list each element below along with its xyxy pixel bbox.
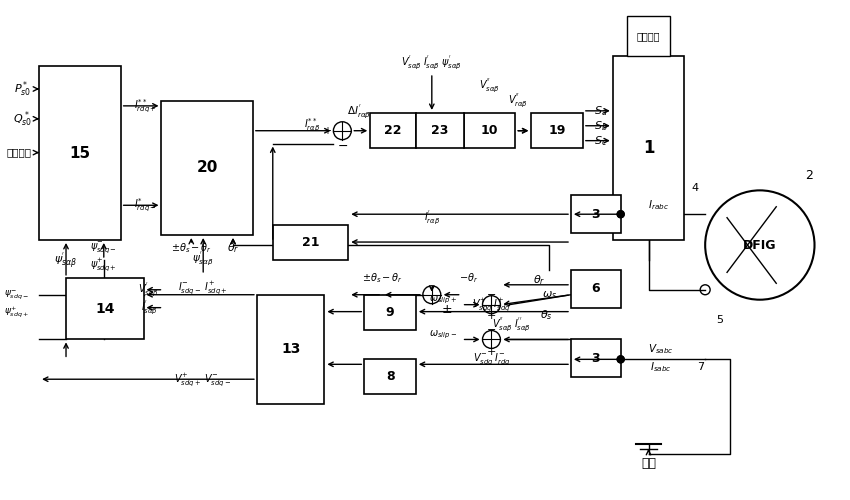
- Text: $V_{sabc}$: $V_{sabc}$: [648, 342, 673, 356]
- Text: 8: 8: [386, 370, 394, 383]
- Text: 3: 3: [592, 208, 600, 220]
- Text: $I_{rdq+}^{**}$: $I_{rdq+}^{**}$: [134, 97, 156, 114]
- Text: $V_{sdq}^{-}\;I_{rdq}^{-}$: $V_{sdq}^{-}\;I_{rdq}^{-}$: [473, 352, 510, 367]
- Text: $V_{s\alpha\beta}^{''}\;I_{s\alpha\beta}^{''}$: $V_{s\alpha\beta}^{''}\;I_{s\alpha\beta}…: [492, 316, 531, 334]
- Text: $I_{sdq-}^{-}\;I_{sdq+}^{+}$: $I_{sdq-}^{-}\;I_{sdq+}^{+}$: [178, 280, 228, 296]
- Text: 14: 14: [95, 302, 115, 316]
- Bar: [571, 196, 620, 233]
- Text: $Q_{s0}^*$: $Q_{s0}^*$: [13, 109, 32, 128]
- Text: 15: 15: [70, 146, 90, 160]
- Text: $I_{r\alpha\beta}^{'}$: $I_{r\alpha\beta}^{'}$: [423, 209, 440, 228]
- Bar: [531, 113, 583, 148]
- Text: $+$: $+$: [486, 310, 496, 321]
- Bar: [416, 113, 463, 148]
- Text: 3: 3: [592, 352, 600, 365]
- Text: 控制目标: 控制目标: [7, 148, 31, 158]
- Bar: [66, 278, 144, 340]
- Text: 13: 13: [281, 342, 300, 356]
- Circle shape: [617, 356, 624, 363]
- Text: $V_{s\alpha\beta}^{'}$: $V_{s\alpha\beta}^{'}$: [138, 280, 158, 299]
- Text: $V_{sdq+}^{+}\;V_{sdq-}^{-}$: $V_{sdq+}^{+}\;V_{sdq-}^{-}$: [174, 371, 232, 388]
- Text: 10: 10: [481, 124, 498, 136]
- Text: $\theta_r$: $\theta_r$: [533, 273, 546, 286]
- Text: 20: 20: [196, 160, 218, 176]
- Text: 21: 21: [302, 236, 320, 249]
- Text: 23: 23: [431, 124, 449, 136]
- Text: 9: 9: [386, 306, 394, 318]
- Text: $-$: $-$: [486, 322, 496, 332]
- Text: $S_b$: $S_b$: [594, 119, 608, 132]
- Bar: [257, 294, 325, 404]
- Text: DFIG: DFIG: [743, 238, 777, 252]
- Text: $+$: $+$: [486, 346, 496, 357]
- Bar: [613, 56, 684, 240]
- Text: $S_c$: $S_c$: [594, 134, 608, 147]
- Text: $\pm$: $\pm$: [441, 303, 452, 316]
- Text: $I_{r\alpha\beta}^{**}$: $I_{r\alpha\beta}^{**}$: [304, 117, 320, 134]
- Text: $I_{sabc}$: $I_{sabc}$: [649, 360, 672, 374]
- Bar: [371, 113, 416, 148]
- Text: $\psi_{sdq+}^{+}$: $\psi_{sdq+}^{+}$: [90, 256, 117, 274]
- Bar: [39, 66, 121, 240]
- Text: $\pm\theta_s-\theta_r$: $\pm\theta_s-\theta_r$: [361, 271, 403, 284]
- Bar: [463, 113, 515, 148]
- Text: $V_{r\alpha\beta}^{''}$: $V_{r\alpha\beta}^{''}$: [508, 92, 529, 110]
- Text: $S_a$: $S_a$: [594, 104, 608, 118]
- Circle shape: [617, 356, 624, 363]
- Text: $\omega_{slip-}$: $\omega_{slip-}$: [428, 328, 456, 340]
- Text: $V_{s\alpha\beta}^{'}\;I_{s\alpha\beta}^{'}\;\psi_{s\alpha\beta}^{'}$: $V_{s\alpha\beta}^{'}\;I_{s\alpha\beta}^…: [401, 54, 462, 72]
- Text: $P_{s0}^*$: $P_{s0}^*$: [14, 79, 31, 99]
- Bar: [626, 16, 671, 56]
- Bar: [364, 294, 416, 330]
- Text: $-$: $-$: [486, 288, 496, 298]
- Text: $\psi_{sdq-}^{-}$: $\psi_{sdq-}^{-}$: [90, 240, 117, 256]
- Bar: [273, 225, 348, 260]
- Bar: [571, 340, 620, 377]
- Circle shape: [617, 210, 624, 218]
- Bar: [571, 270, 620, 308]
- Text: $-\theta_r$: $-\theta_r$: [459, 271, 479, 284]
- Bar: [162, 101, 253, 235]
- Text: $+$: $+$: [323, 125, 332, 136]
- Text: $V_{sdq}^{+}\;I_{sdq}^{+}$: $V_{sdq}^{+}\;I_{sdq}^{+}$: [472, 296, 511, 313]
- Text: 电网: 电网: [641, 457, 656, 470]
- Bar: [364, 360, 416, 394]
- Text: 4: 4: [692, 184, 699, 194]
- Text: $-$: $-$: [337, 139, 348, 152]
- Text: $\psi_{s\alpha\beta}^{'}$: $\psi_{s\alpha\beta}^{'}$: [192, 249, 214, 267]
- Text: $\theta_r$: $\theta_r$: [227, 241, 239, 255]
- Text: 1: 1: [643, 139, 654, 157]
- Text: 7: 7: [697, 362, 704, 372]
- Text: 5: 5: [717, 314, 723, 324]
- Text: $\omega_s$: $\omega_s$: [541, 289, 557, 300]
- Text: 直流环节: 直流环节: [637, 32, 660, 42]
- Text: $\Delta I_{r\alpha\beta}^{'}$: $\Delta I_{r\alpha\beta}^{'}$: [347, 102, 371, 120]
- Text: $\psi_{sdq+}^{+}$: $\psi_{sdq+}^{+}$: [4, 304, 29, 319]
- Text: $I_{s\alpha\beta}^{'}$: $I_{s\alpha\beta}^{'}$: [141, 298, 158, 317]
- Text: $\omega_{slip+}$: $\omega_{slip+}$: [428, 294, 456, 306]
- Text: $V_{s\alpha\beta}^{''}$: $V_{s\alpha\beta}^{''}$: [479, 77, 500, 95]
- Text: 19: 19: [548, 124, 566, 136]
- Text: $I_{rdq-}^{*}$: $I_{rdq-}^{*}$: [134, 196, 157, 214]
- Text: 22: 22: [384, 124, 402, 136]
- Text: $\theta_s$: $\theta_s$: [540, 308, 552, 322]
- Text: $\psi_{s\alpha\beta}^{'}$: $\psi_{s\alpha\beta}^{'}$: [54, 250, 77, 270]
- Text: $\psi_{sdq-}^{-}$: $\psi_{sdq-}^{-}$: [4, 288, 29, 301]
- Text: 2: 2: [806, 169, 813, 182]
- Text: $I_{rabc}$: $I_{rabc}$: [648, 198, 669, 212]
- Text: $\pm\theta_s-\theta_r$: $\pm\theta_s-\theta_r$: [171, 241, 212, 255]
- Text: 6: 6: [592, 282, 600, 296]
- Circle shape: [617, 210, 624, 218]
